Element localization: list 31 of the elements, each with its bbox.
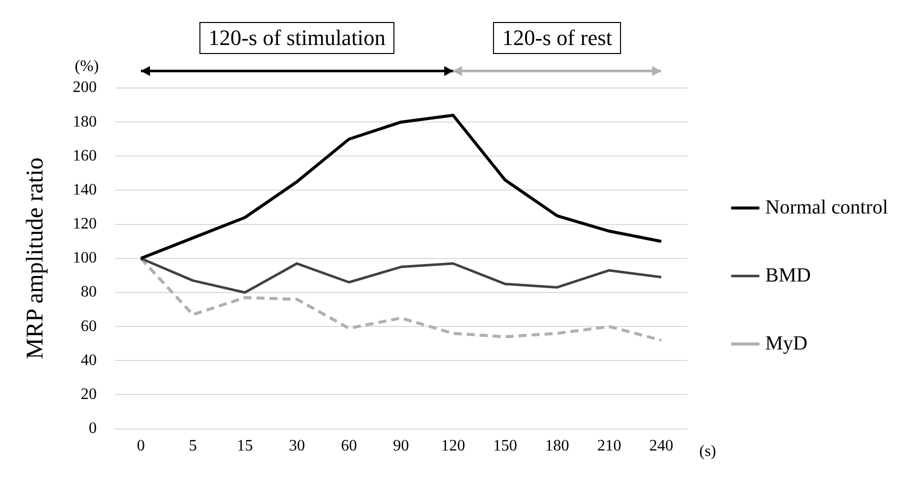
line-series [139,256,663,342]
y-tick-label: 60 [80,318,97,335]
text: 120-s of rest [493,22,622,54]
x-tick-label: 30 [288,438,305,455]
y-tick-label: 160 [72,147,97,164]
y-tick-label: 180 [72,113,97,130]
x-axis-title: (s) [699,443,716,460]
x-tick-label: 0 [136,438,145,455]
y-tick-label: 80 [80,284,97,301]
x-tick-label: 90 [393,438,410,455]
x-tick-label: 240 [649,438,674,455]
text: (%) [74,58,99,76]
x-tick-label: 15 [236,438,253,455]
y-tick-label: 40 [80,352,97,369]
legend-label: MyD [765,332,808,354]
y-tick-label: 140 [72,181,97,198]
x-tick-label: 60 [340,438,357,455]
x-tick-label: 210 [597,438,622,455]
y-tick-label: 120 [72,216,97,233]
text: 120-s of stimulation [199,22,395,54]
x-tick-label: 150 [493,438,518,455]
x-tick-label: 180 [545,438,570,455]
y-tick-label: 20 [80,386,97,403]
y-tick-label: 200 [72,79,97,96]
y-tick-label: 100 [72,250,97,267]
y-tick-label: 0 [88,420,97,438]
legend-label: BMD [765,264,811,286]
y-axis-title: MRP amplitude ratio [22,158,49,360]
legend-label: Normal control [765,196,888,218]
x-tick-label: 120 [441,438,466,455]
x-tick-label: 5 [188,438,197,455]
